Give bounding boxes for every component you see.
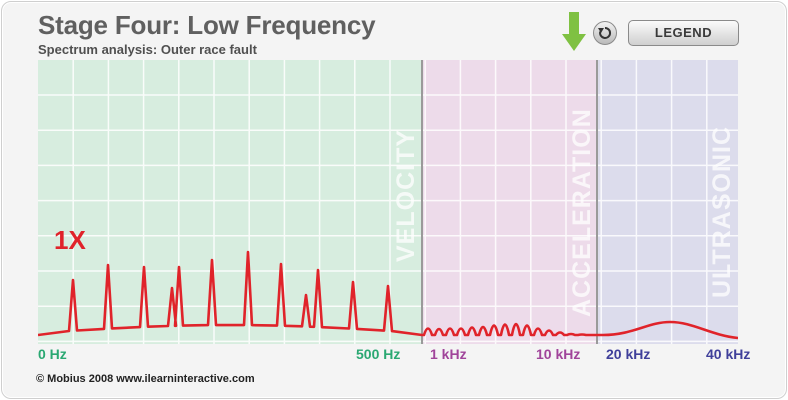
- acceleration-band: [422, 60, 597, 344]
- reset-button[interactable]: [593, 21, 617, 45]
- band-label-velocity: VELOCITY: [392, 129, 420, 262]
- band-label-ultrasonic: ULTRASONIC: [708, 126, 736, 298]
- page-subtitle: Spectrum analysis: Outer race fault: [38, 42, 257, 57]
- x-tick-label: 40 kHz: [706, 346, 751, 362]
- legend-button[interactable]: LEGEND: [628, 20, 739, 46]
- ultrasonic-band: [597, 60, 738, 344]
- annotation-1x: 1X: [54, 225, 86, 255]
- down-arrow-icon: [562, 12, 586, 52]
- x-tick-label: 1 kHz: [430, 346, 467, 362]
- x-tick-label: 0 Hz: [38, 346, 67, 362]
- spectrum-chart: VELOCITY ACCELERATION ULTRASONIC 1X: [38, 60, 738, 344]
- reset-icon: [598, 26, 612, 39]
- x-tick-label: 500 Hz: [356, 346, 401, 362]
- spectrum-line: [38, 250, 738, 340]
- velocity-band: [38, 60, 422, 344]
- band-label-acceleration: ACCELERATION: [568, 108, 596, 317]
- x-tick-label: 10 kHz: [536, 346, 581, 362]
- x-tick-label: 20 kHz: [606, 346, 651, 362]
- copyright-text: © Mobius 2008 www.ilearninteractive.com: [36, 373, 255, 385]
- page-title: Stage Four: Low Frequency: [38, 10, 376, 40]
